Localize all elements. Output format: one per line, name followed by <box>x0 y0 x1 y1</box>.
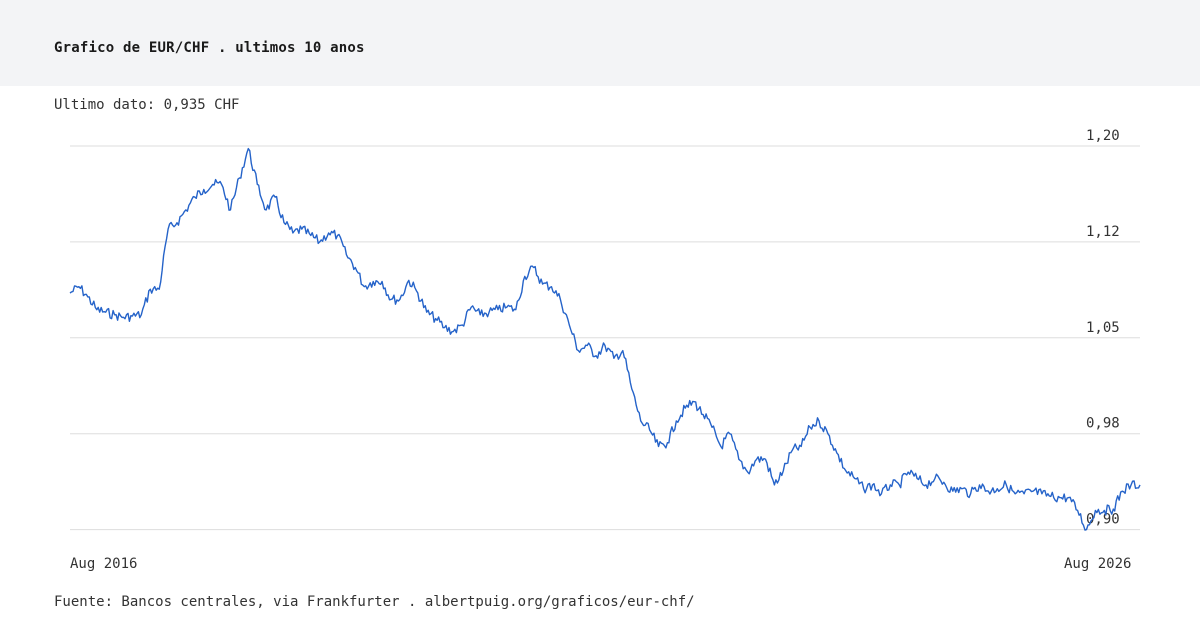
page-title: Grafico de EUR/CHF . ultimos 10 anos <box>54 40 365 56</box>
x-tick-label: Aug 2026 <box>1064 556 1131 572</box>
header-band <box>0 0 1200 86</box>
y-axis-ticks: 1,20 1,12 1,05 0,98 0,90 <box>1086 128 1120 528</box>
source-footer: Fuente: Bancos centrales, via Frankfurte… <box>54 594 695 610</box>
y-tick-label: 1,20 <box>1086 128 1120 144</box>
y-tick-label: 1,05 <box>1086 320 1120 336</box>
gridlines <box>70 145 1140 531</box>
x-axis-ticks: Aug 2016 Aug 2026 <box>70 556 1131 572</box>
y-tick-label: 1,12 <box>1086 224 1120 240</box>
series-group <box>69 147 1141 531</box>
last-value-label: Ultimo dato: 0,935 CHF <box>54 97 240 113</box>
series-line-0 <box>69 147 1141 531</box>
y-tick-label: 0,90 <box>1086 512 1120 528</box>
y-tick-label: 0,98 <box>1086 416 1120 432</box>
x-tick-label: Aug 2016 <box>70 556 137 572</box>
